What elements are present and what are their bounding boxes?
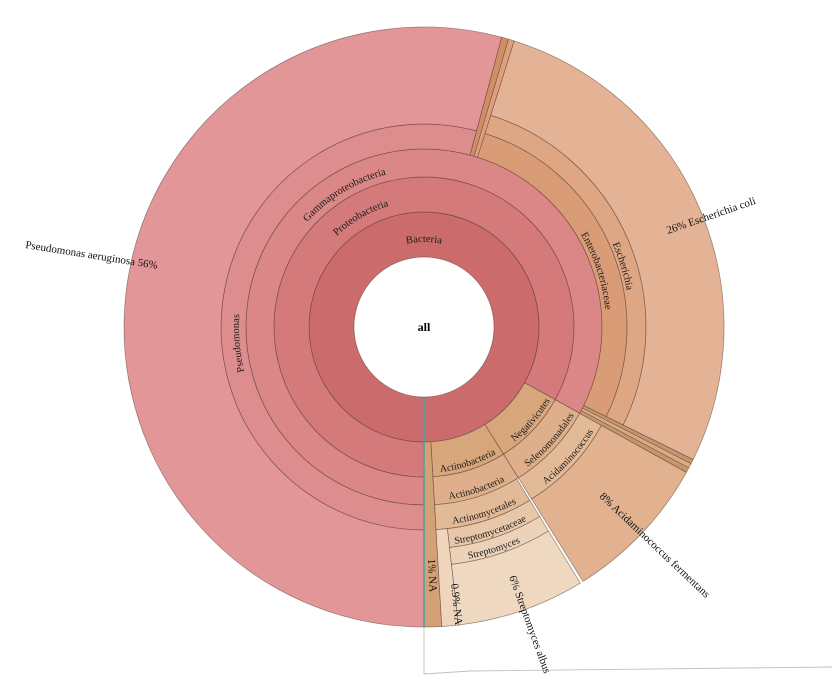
wedge-streptomyces-albus[interactable] bbox=[451, 530, 581, 626]
wedge-layer bbox=[123, 26, 725, 628]
callout-na-0-9pct: 0.9% NA bbox=[448, 583, 464, 626]
wedge-pseudomonas-aeruginosa[interactable] bbox=[123, 26, 503, 628]
ring-label-bacteria: Bacteria bbox=[405, 234, 443, 247]
wedge-sliver-right-3[interactable] bbox=[579, 410, 690, 473]
wedge-na-0-9pct[interactable] bbox=[435, 528, 459, 627]
wedge-sliver-top-2[interactable] bbox=[473, 38, 515, 158]
callout-na-1pct: 1% NA bbox=[425, 559, 439, 593]
wedge-escherichia-coli[interactable] bbox=[490, 40, 725, 460]
center-label: all bbox=[418, 320, 431, 334]
wedge-acidaminococcus-fermentans[interactable] bbox=[531, 424, 687, 582]
callout-leader-line bbox=[423, 627, 832, 675]
